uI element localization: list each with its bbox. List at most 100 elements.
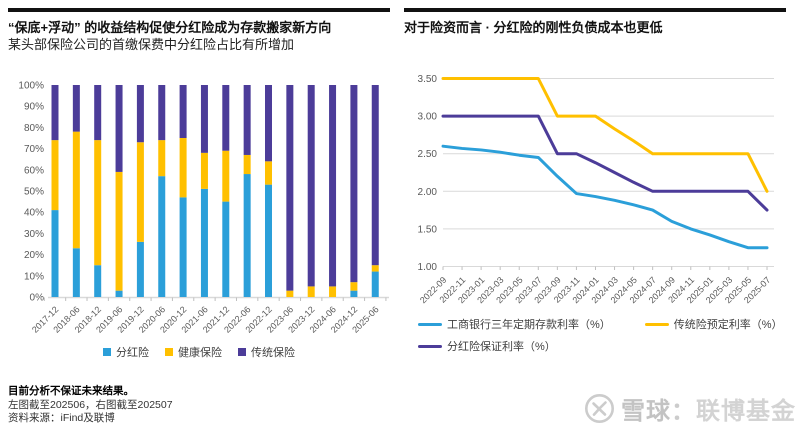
bar-segment <box>200 152 208 189</box>
svg-text:80%: 80% <box>24 123 44 134</box>
bar-segment <box>115 290 123 297</box>
bar-segment <box>179 85 187 138</box>
svg-text:2.00: 2.00 <box>418 187 438 198</box>
svg-text:1.00: 1.00 <box>418 262 438 273</box>
bar-segment <box>243 85 251 155</box>
legend-item: 传统险预定利率（%） <box>644 316 783 332</box>
bar-segment <box>136 85 144 143</box>
bar-segment <box>136 241 144 297</box>
bar-segment <box>200 85 208 153</box>
legend-label: 分红险 <box>116 347 149 359</box>
series-line <box>441 114 769 212</box>
left-panel: “保底+浮动” 的收益结构促使分红险成为存款搬家新方向 某头部保险公司的首缴保费… <box>8 8 390 53</box>
bar-segment <box>72 248 80 297</box>
footnote-source: 资料来源：iFind及联博 <box>8 412 115 424</box>
bar-segment <box>329 85 337 287</box>
bar-segment <box>371 265 379 272</box>
bar-segment <box>222 150 230 202</box>
bar-segment <box>72 131 80 249</box>
legend-item: 健康保险 <box>165 344 222 360</box>
left-panel-top-rule <box>8 8 390 12</box>
bar-segment <box>371 271 379 297</box>
xueqiu-watermark: 雪球：联博基金 <box>584 391 796 426</box>
bar-segment <box>265 85 272 162</box>
bar-segment <box>329 286 337 297</box>
legend-label: 健康保险 <box>178 347 222 359</box>
bar-segment <box>243 154 251 175</box>
legend-marker <box>238 348 246 356</box>
bar-segment <box>158 85 166 141</box>
footnote-disclaimer: 目前分析不保证未来结果。 <box>8 385 134 397</box>
bar-segment <box>265 184 272 297</box>
legend-marker <box>644 322 669 326</box>
right-panel: 对于险资而言 · 分红险的刚性负债成本也更低 <box>404 8 786 36</box>
bar-segment <box>136 142 144 242</box>
bar-segment <box>51 140 59 211</box>
series-line <box>441 144 769 250</box>
bar-segment <box>350 85 358 283</box>
bar-segment <box>265 161 272 185</box>
bar-segment <box>115 85 123 172</box>
line-chart: 1.001.502.002.503.003.502022-092022-1120… <box>418 74 774 305</box>
bar-segment <box>350 290 358 297</box>
bar-segment <box>51 85 59 141</box>
bar-segment <box>94 85 102 141</box>
bar-segment <box>179 197 187 297</box>
svg-text:70%: 70% <box>24 144 44 155</box>
svg-text:100%: 100% <box>18 81 44 92</box>
right-panel-top-rule <box>404 8 786 12</box>
bar-segment <box>286 290 294 297</box>
bar-segment <box>222 85 230 151</box>
bar-segment <box>158 176 166 297</box>
footnote: 目前分析不保证未来结果。 左图截至202506，右图截至202507 资料来源：… <box>8 385 173 426</box>
bar-segment <box>200 188 208 297</box>
legend-label: 分红险保证利率（%） <box>447 341 556 353</box>
svg-text:40%: 40% <box>24 208 44 219</box>
right-chart-legend-row1: 工商银行三年定期存款利率（%） 传统险预定利率（%） <box>418 316 783 332</box>
bar-segment <box>72 85 80 132</box>
series-line <box>441 77 769 193</box>
svg-text:2.50: 2.50 <box>418 149 438 160</box>
legend-item: 分红险 <box>103 344 149 360</box>
bar-segment <box>179 138 187 198</box>
svg-text:3.00: 3.00 <box>418 112 438 123</box>
bar-segment <box>371 85 379 266</box>
svg-text:0%: 0% <box>30 293 45 304</box>
bar-segment <box>350 282 358 291</box>
legend-marker <box>418 322 442 326</box>
legend-label: 传统保险 <box>251 347 295 359</box>
legend-item: 工商银行三年定期存款利率（%） <box>418 316 611 332</box>
legend-item: 传统保险 <box>238 344 295 360</box>
bar-segment <box>307 286 315 297</box>
watermark-text: 雪球：联博基金 <box>621 398 796 425</box>
left-chart-legend: 分红险 健康保险 传统保险 <box>8 344 390 360</box>
svg-text:3.50: 3.50 <box>418 74 438 85</box>
bar-segment <box>307 85 315 287</box>
bar-segment <box>94 140 102 266</box>
legend-marker <box>103 348 111 356</box>
legend-item: 分红险保证利率（%） <box>418 338 556 354</box>
legend-label: 传统险预定利率（%） <box>673 319 783 331</box>
bar-segment <box>51 210 59 297</box>
bar-segment <box>115 171 123 291</box>
svg-text:60%: 60% <box>24 165 44 176</box>
right-chart-title: 对于险资而言 · 分红险的刚性负债成本也更低 <box>404 20 663 35</box>
svg-text:10%: 10% <box>24 271 44 282</box>
svg-text:50%: 50% <box>24 187 44 198</box>
xueqiu-snowball-icon <box>585 394 614 423</box>
svg-text:20%: 20% <box>24 250 44 261</box>
footnote-asof: 左图截至202506，右图截至202507 <box>8 398 173 411</box>
left-chart-title: “保底+浮动” 的收益结构促使分红险成为存款搬家新方向 <box>8 20 332 35</box>
bar-segment <box>158 140 166 177</box>
legend-marker <box>418 344 442 348</box>
svg-text:30%: 30% <box>24 229 44 240</box>
svg-text:90%: 90% <box>24 102 44 113</box>
bar-segment <box>286 85 294 291</box>
legend-marker <box>165 348 173 356</box>
bar-segment <box>243 174 251 297</box>
bar-segment <box>222 201 230 297</box>
svg-text:1.50: 1.50 <box>418 224 438 235</box>
bar-segment <box>94 265 102 297</box>
legend-label: 工商银行三年定期存款利率（%） <box>447 319 611 331</box>
stacked-bar-chart: 0%10%20%30%40%50%60%70%80%90%100%2017-12… <box>18 81 389 335</box>
